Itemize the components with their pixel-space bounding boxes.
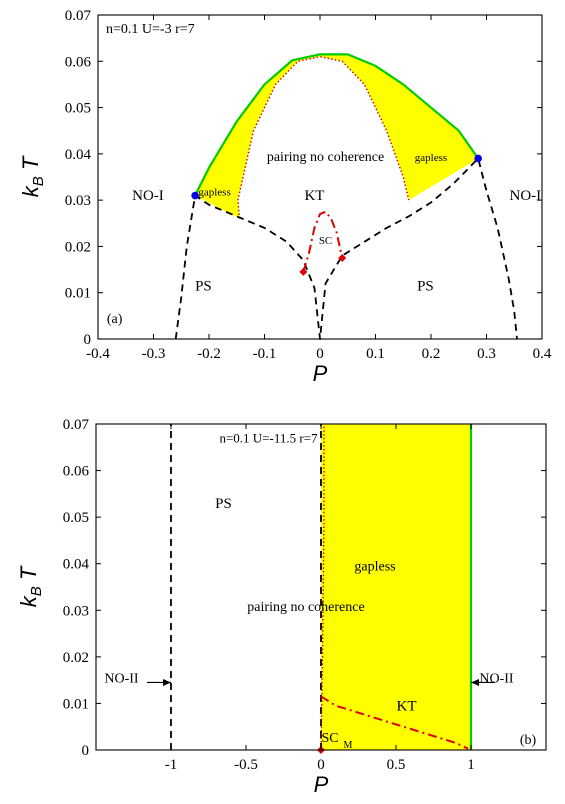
- series-line-red-dotted-3: [320, 424, 325, 751]
- series-line-black-dashed-2: [174, 157, 518, 340]
- y-tick-label: 0.05: [65, 101, 91, 117]
- series-line-green-solid-0: [194, 53, 480, 197]
- region-label: NO-I: [132, 188, 164, 204]
- panel-b: -1 -0.5 0 0.5 1 0 0.01 0.02 0.03 0.04 0.05 0.06 0.07…: [16, 417, 547, 797]
- y-axis-label: kB T: [18, 155, 47, 197]
- annotation-arrowhead: [163, 678, 171, 686]
- coherence-dome-interior: [237, 56, 409, 219]
- region-label: NO-II: [104, 671, 139, 686]
- x-tick-label: -0.2: [197, 346, 221, 362]
- y-tick-label: 0.03: [65, 193, 91, 209]
- y-tick-label: 0.06: [63, 464, 90, 480]
- x-tick-label: -0.3: [142, 346, 166, 362]
- region-label: M: [344, 740, 353, 751]
- x-axis-label: P: [314, 772, 329, 797]
- region-label: gapless: [198, 187, 230, 199]
- panel-a: -0.4 -0.3 -0.2 -0.1 0 0.1 0.2 0.3 0.4 0 0.01 0.02 0.…: [18, 8, 552, 386]
- y-tick-label: 0.05: [63, 510, 89, 526]
- region-label: PS: [215, 496, 232, 512]
- x-tick-label: 0.1: [366, 346, 385, 362]
- series-line-red-dashdot-3: [302, 210, 344, 273]
- x-tick-label: 0.2: [422, 346, 441, 362]
- annotation-arrowhead: [471, 678, 479, 686]
- y-tick-label: 0.04: [63, 557, 90, 573]
- region-label: NO-II: [479, 671, 514, 686]
- x-tick-label: 0: [316, 346, 324, 362]
- region-label: KT: [397, 698, 417, 714]
- y-tick-label: 0.04: [65, 147, 92, 163]
- y-tick-label: 0: [82, 743, 90, 759]
- y-tick-label: 0.02: [65, 239, 91, 255]
- parameter-label: n=0.1 U=-3 r=7: [106, 22, 195, 37]
- y-tick-label: 0.02: [63, 650, 89, 666]
- series-line-red-dotted-1: [237, 55, 410, 219]
- region-label: PS: [417, 278, 434, 294]
- x-tick-label: 1: [467, 757, 475, 773]
- y-tick-label: 0.07: [65, 8, 92, 24]
- region-label: PS: [195, 278, 212, 294]
- region-label: gapless: [415, 152, 447, 164]
- endpoint-diamond-marker: [338, 254, 347, 262]
- region-label: pairing no coherence: [247, 600, 364, 615]
- region-label: (b): [520, 733, 537, 748]
- series-line-red-dashdot-4: [320, 695, 469, 750]
- gapless-region-fill: [321, 424, 471, 750]
- x-tick-label: -1: [165, 757, 178, 773]
- region-label: SC: [319, 235, 332, 247]
- x-tick-label: 0.3: [477, 346, 496, 362]
- critical-point-marker: [474, 154, 482, 163]
- region-label: SC: [321, 731, 338, 746]
- x-tick-label: -0.1: [253, 346, 277, 362]
- region-label: pairing no coherence: [267, 150, 384, 165]
- gapless-region-fill: [195, 54, 479, 219]
- critical-point-marker: [191, 191, 199, 200]
- x-tick-label: -0.4: [86, 346, 110, 362]
- y-axis-label: kB T: [16, 565, 45, 607]
- endpoint-diamond-marker: [299, 267, 308, 276]
- y-tick-label: 0.01: [65, 286, 91, 302]
- region-label: gapless: [354, 560, 395, 575]
- region-label: (a): [107, 312, 123, 327]
- region-label: n=0.1 U=-11.5 r=7: [219, 431, 318, 446]
- y-tick-label: 0: [84, 332, 92, 348]
- x-axis-label: P: [313, 361, 328, 386]
- x-tick-label: -0.5: [234, 757, 258, 773]
- region-label: KT: [304, 188, 324, 204]
- y-tick-label: 0.03: [63, 603, 89, 619]
- x-tick-label: 0: [317, 757, 325, 773]
- x-tick-label: 0.5: [387, 757, 406, 773]
- region-label: NO-I: [510, 188, 542, 204]
- y-tick-label: 0.01: [63, 696, 89, 712]
- y-tick-label: 0.07: [63, 417, 90, 433]
- y-tick-label: 0.06: [65, 54, 92, 70]
- x-tick-label: 0.4: [533, 346, 552, 362]
